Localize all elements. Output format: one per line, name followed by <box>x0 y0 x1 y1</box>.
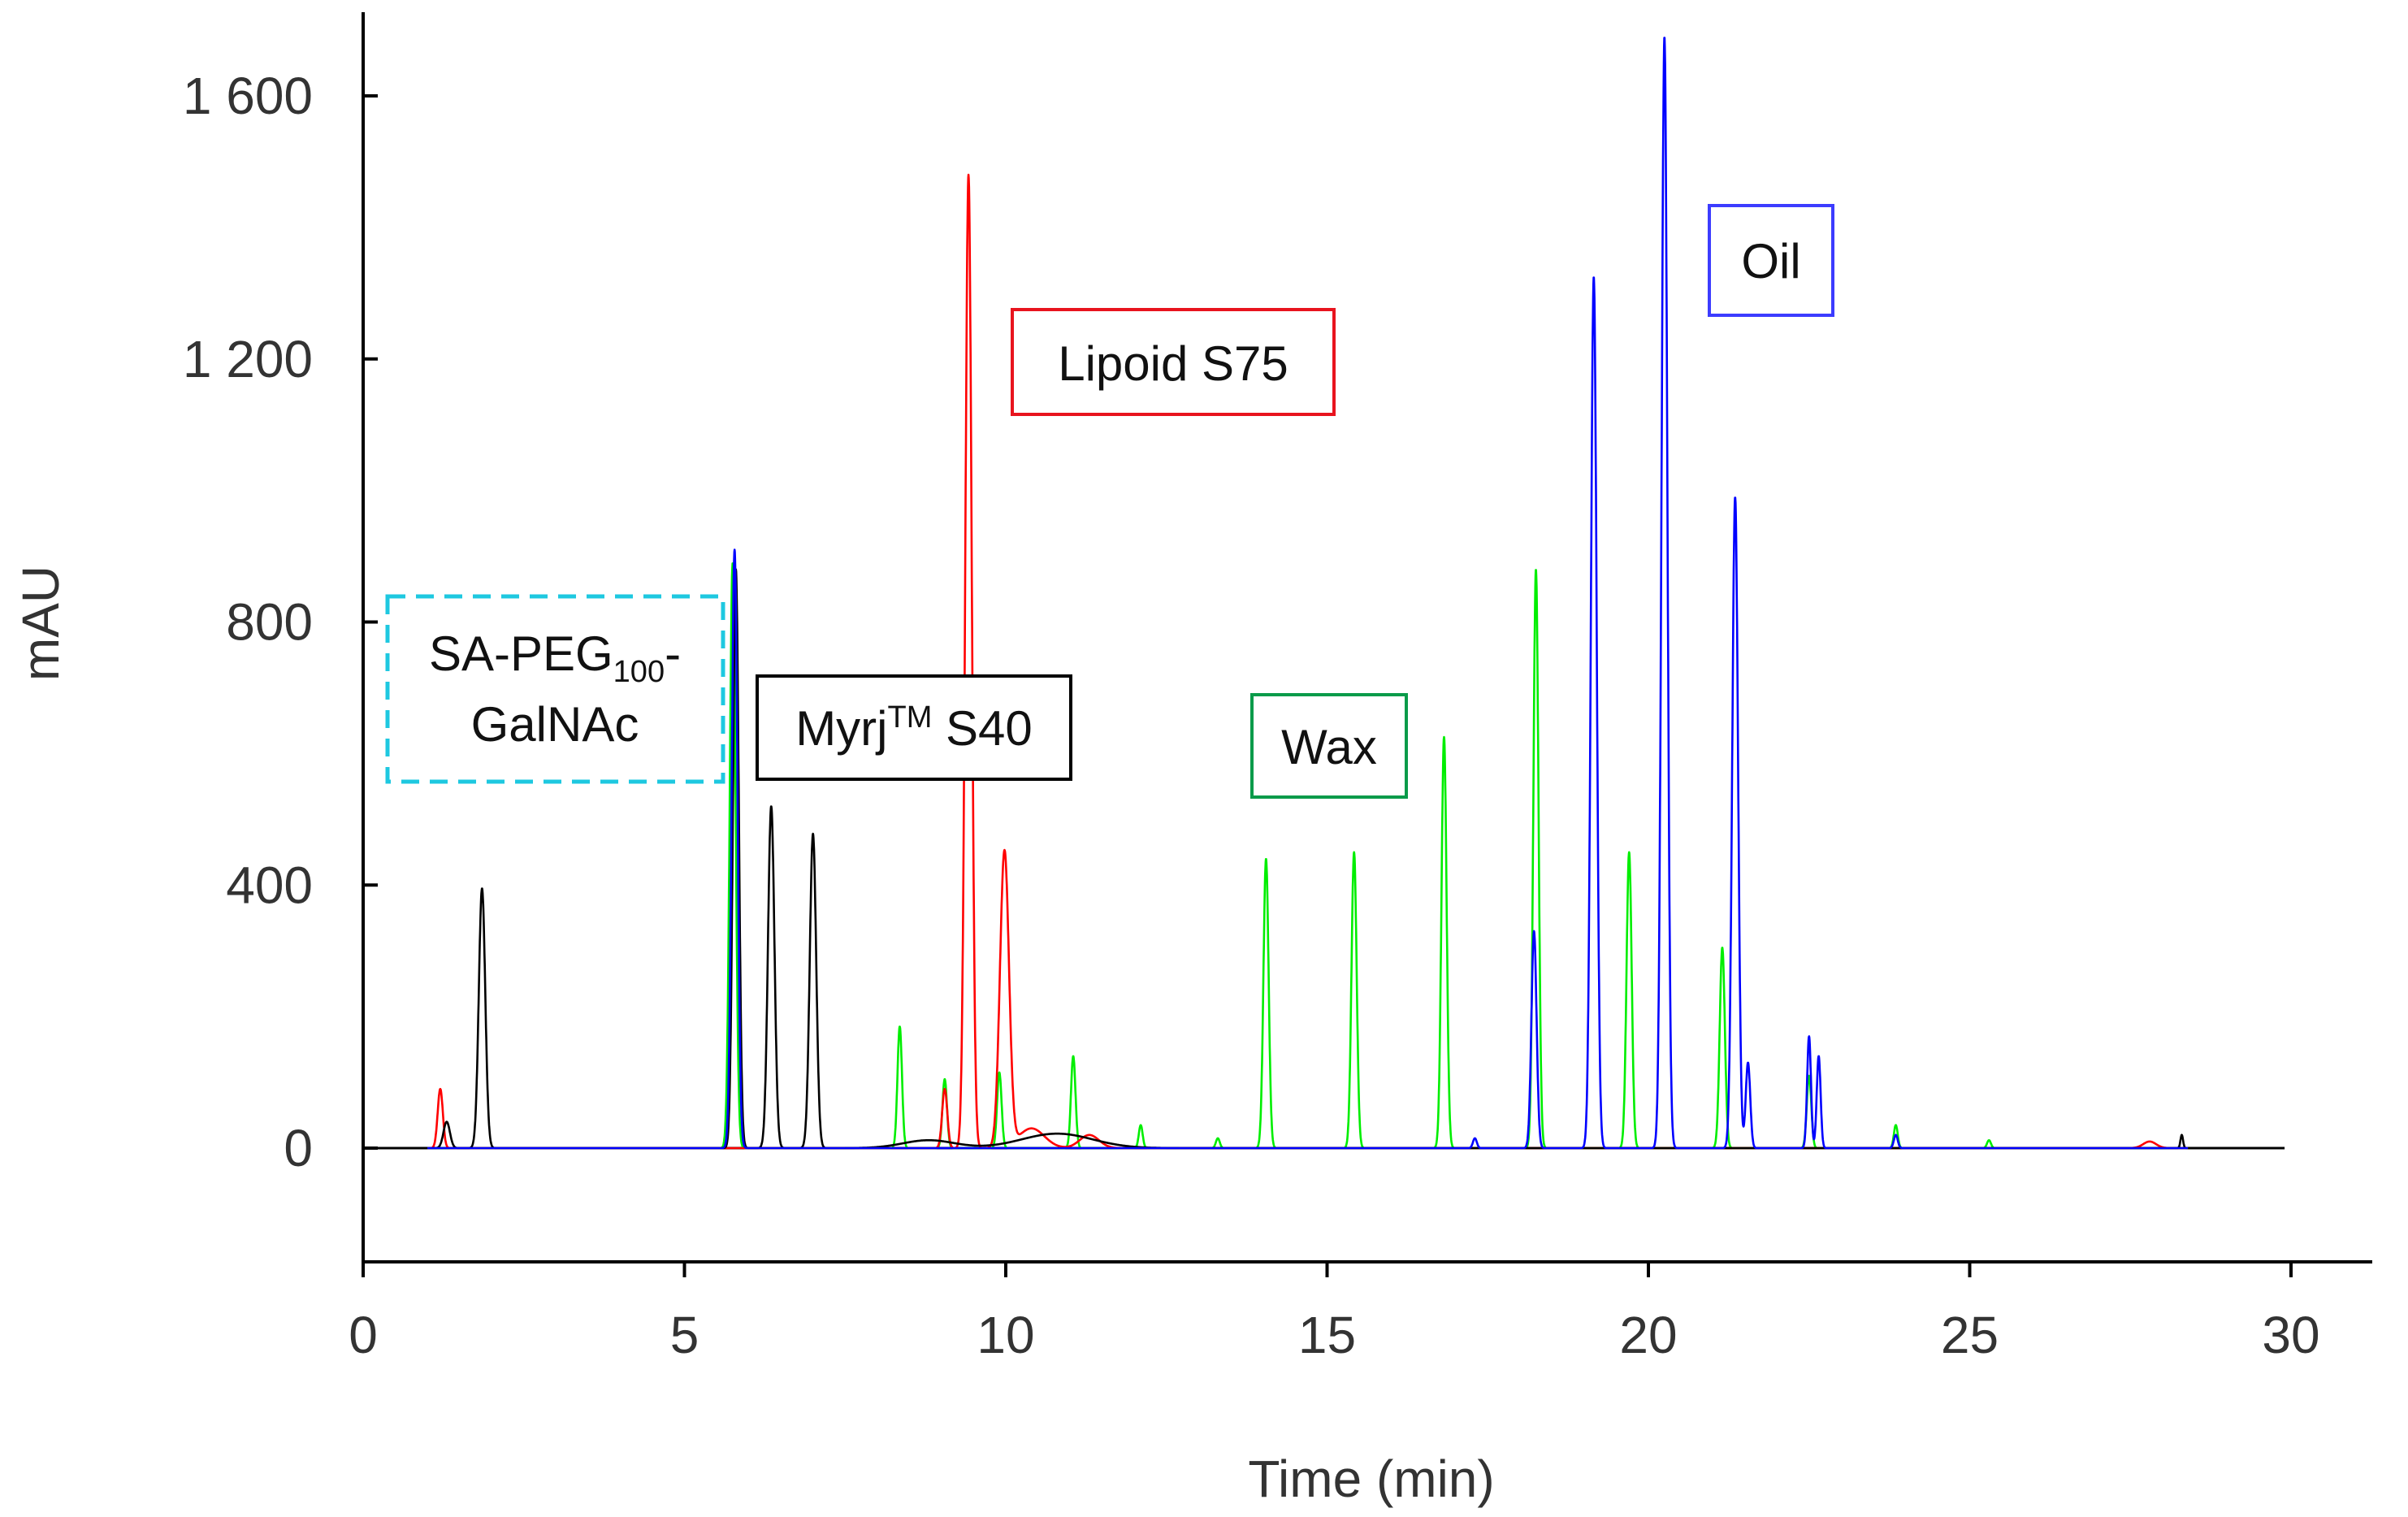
y-tick-label: 800 <box>226 593 313 652</box>
myrj-main: Myrj <box>795 701 887 756</box>
y-tick-label: 1 200 <box>183 330 313 388</box>
myrj-tail: S40 <box>932 701 1032 756</box>
annotation-myrj-box <box>756 674 1072 781</box>
y-tick-label: 0 <box>284 1119 313 1177</box>
x-tick-label: 10 <box>977 1306 1034 1364</box>
annotation-oil: Oil <box>1708 204 1834 317</box>
annotation-myrj: MyrjTM S40 <box>756 674 1072 781</box>
x-tick-label: 30 <box>2262 1306 2319 1364</box>
annotation-sa-peg-galnac: SA-PEG100- GalNAc <box>385 594 725 784</box>
annotation-wax-box <box>1250 693 1408 799</box>
annotation-wax-text: Wax <box>1281 720 1377 774</box>
y-tick-label: 1 600 <box>183 67 313 125</box>
sa-peg-main: SA-PEG <box>429 626 613 681</box>
x-tick-label: 0 <box>349 1306 378 1364</box>
x-tick-label: 15 <box>1298 1306 1356 1364</box>
x-ticks: 0 5 10 15 20 25 30 <box>349 1262 2320 1364</box>
x-axis-title: Time (min) <box>1248 1450 1494 1508</box>
x-tick-label: 25 <box>1941 1306 1999 1364</box>
y-tick-label: 400 <box>226 856 313 914</box>
annotation-myrj-text: MyrjTM S40 <box>795 700 1033 756</box>
annotation-lipoid-box <box>1011 308 1336 416</box>
annotation-oil-text: Oil <box>1741 234 1800 288</box>
annotation-sa-peg-line2: GalNAc <box>471 697 639 752</box>
annotation-lipoid: Lipoid S75 <box>1011 308 1336 416</box>
annotation-lipoid-text: Lipoid S75 <box>1058 336 1288 391</box>
trace-oil <box>427 37 2189 1150</box>
annotation-wax: Wax <box>1250 693 1408 799</box>
x-tick-label: 5 <box>670 1306 699 1364</box>
y-ticks: 0 400 800 1 200 1 600 <box>183 67 378 1177</box>
series-layer <box>427 37 2189 1150</box>
y-axis-title: mAU <box>11 566 70 681</box>
x-tick-label: 20 <box>1619 1306 1677 1364</box>
annotation-sa-peg-line1: SA-PEG100- <box>429 626 681 689</box>
myrj-superscript: TM <box>887 700 932 735</box>
sa-peg-tail: - <box>665 626 681 681</box>
sa-peg-subscript: 100 <box>613 655 665 689</box>
annotation-oil-box <box>1708 204 1834 317</box>
annotation-sa-peg-box <box>385 594 725 784</box>
